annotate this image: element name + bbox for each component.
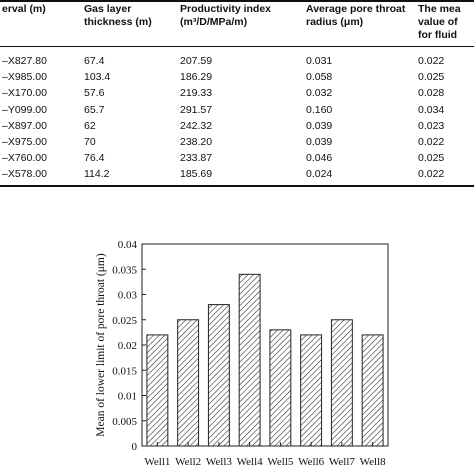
table-cell: 0.160 [306,103,333,116]
table-cell: 76.4 [84,152,105,165]
bar-well3 [207,304,230,447]
y-tick-label: 0.015 [112,365,137,377]
bar-well8 [361,334,384,447]
table-cell: 0.028 [418,87,445,100]
table-cell: –X985.00 [2,71,47,84]
table-header-cell: Gas layer [84,3,132,15]
table-cell: 233.87 [180,152,213,165]
table-cell: –X170.00 [2,87,47,100]
x-tick-label: Well1 [144,456,170,468]
table-cell: 219.33 [180,87,213,100]
y-tick-label: 0.035 [112,264,137,276]
y-tick-label: 0.025 [112,315,137,327]
table-cell: 103.4 [84,71,111,84]
table-cell: 0.039 [306,119,333,132]
table-cell: 207.59 [180,55,213,67]
y-axis-label-group: Mean of lower limit of pore throat (μm) [95,253,107,437]
table-cell: 0.022 [418,168,445,181]
table-cell: 238.20 [180,136,213,148]
table-header-rule [0,46,474,47]
table-cell: 62 [84,119,96,132]
table-cell: 0.023 [418,119,445,132]
x-tick-label: Well3 [206,456,232,468]
table-header-cell: erval (m) [2,3,46,15]
bar-well1 [146,334,169,447]
y-tick-label: 0.04 [118,239,138,251]
table-cell: 0.025 [418,71,445,84]
x-tick-label: Well4 [237,456,263,468]
table-header-cell: Productivity index [180,3,272,15]
table-cell: 0.031 [306,55,333,67]
y-tick-label: 0.01 [118,391,137,403]
table-cell: –X578.00 [2,168,47,181]
y-tick-label: 0.02 [118,340,137,352]
table-header-cell: for fluid [418,29,458,41]
table-cell: –X760.00 [2,152,47,165]
bar-well5 [269,329,292,447]
table-cell: 0.034 [418,103,445,116]
table-top-rule [0,0,474,2]
bar-well2 [177,319,200,447]
table-cell: –X975.00 [2,136,47,148]
table-header-cell: The mea [418,3,461,15]
table-cell: 70 [84,136,96,148]
table-cell: –Y099.00 [2,103,47,116]
table-header-cell: Average pore throat [306,3,406,15]
table-header-cell: thickness (m) [84,16,152,28]
table-cell: 0.024 [306,168,333,181]
x-tick-label: Well5 [267,456,293,468]
y-tick-label: 0.005 [112,416,137,428]
table-cell: 0.022 [418,136,445,148]
x-tick-label: Well2 [175,456,201,468]
table-cell: 185.69 [180,168,213,181]
y-tick-label: 0.03 [118,290,138,302]
y-tick-label: 0 [132,441,138,453]
table-header-cell: value of [418,16,458,28]
plot-area: 0 0.005 0.01 0.015 0.02 0.025 0.03 0.035 0.04 Wel… [112,239,389,468]
bar-well7 [330,319,353,447]
table-cell: 0.058 [306,71,333,84]
table-cell: 0.046 [306,152,333,165]
table-header-cell: radius (μm) [306,16,364,28]
y-axis-label: Mean of lower limit of pore throat (μm) [95,253,107,437]
table-cell: 0.039 [306,136,333,148]
table-cell: 67.4 [84,55,105,67]
table-cell: 65.7 [84,103,105,116]
table-cell: 186.29 [180,71,213,84]
table-bottom-rule [0,185,474,187]
x-tick-label: Well6 [298,456,324,468]
table-cell: –X827.80 [2,55,47,67]
table-header-cell: (m³/D/MPa/m) [180,16,248,28]
table-cell: 242.32 [180,119,213,132]
table-cell: 114.2 [84,168,110,181]
table-cell: 0.022 [418,55,445,67]
bar-chart: Mean of lower limit of pore throat (μm) … [95,239,389,468]
table-cell: 57.6 [84,87,105,100]
table-cell: 0.032 [306,87,333,100]
table-cell: –X897.00 [2,119,47,132]
x-tick-label: Well8 [360,456,386,468]
data-table: erval (m) Gas layer thickness (m) Productiv… [0,0,474,200]
table-cell: 291.57 [180,103,213,116]
bar-well4 [238,273,261,447]
table-cell: 0.025 [418,152,445,165]
x-tick-label: Well7 [329,456,355,468]
bar-well6 [300,334,323,447]
